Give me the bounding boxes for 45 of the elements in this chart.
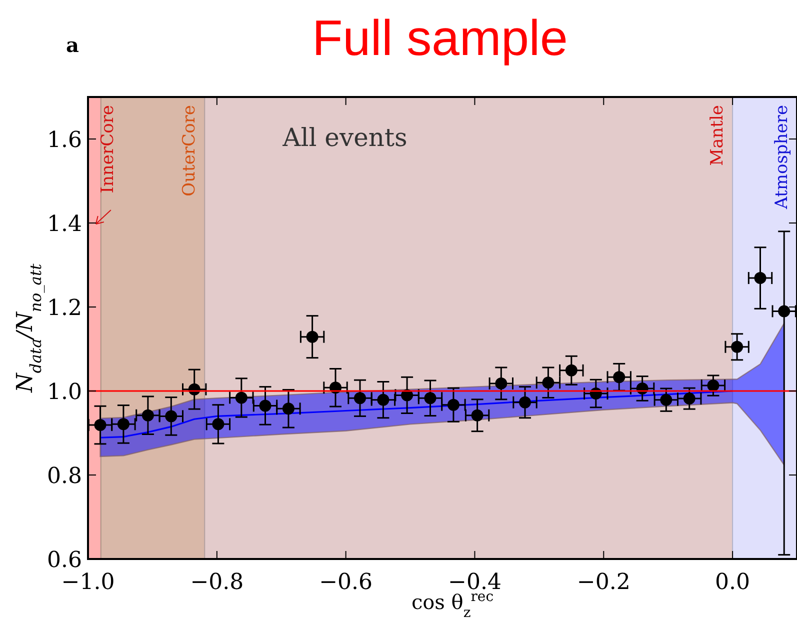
point [259, 400, 272, 412]
point [282, 402, 294, 415]
line-series [99, 390, 734, 438]
point [117, 418, 130, 430]
y-tick-label: 0.8 [47, 464, 82, 489]
point [142, 409, 154, 422]
x-tick-label: 0.0 [715, 570, 750, 595]
point [707, 380, 720, 392]
y-tick-label: 1.0 [47, 380, 82, 405]
point [778, 305, 790, 318]
y-tick-label: 1.6 [47, 128, 82, 153]
y-tick-label: 1.2 [47, 296, 82, 321]
x-tick-label: −0.6 [319, 570, 373, 595]
point [447, 398, 460, 411]
x-tick-label: −0.2 [576, 570, 630, 595]
point [354, 392, 366, 404]
point [519, 396, 531, 408]
band-label: Atmosphere [772, 105, 792, 210]
point [165, 410, 178, 422]
x-tick-label: −0.4 [448, 570, 502, 595]
point [754, 272, 766, 284]
point [613, 371, 626, 384]
chart-title: Full sample [312, 10, 568, 66]
point [660, 394, 672, 406]
point [471, 409, 484, 422]
x-tick-label: −1.0 [61, 570, 115, 595]
point [212, 418, 224, 430]
point [565, 364, 578, 376]
band-label: InnerCore [98, 105, 118, 194]
text: a [66, 33, 79, 57]
point [377, 394, 390, 406]
point [683, 392, 696, 405]
x-tick-label: −0.8 [190, 570, 244, 595]
point [542, 376, 554, 389]
point [495, 377, 508, 390]
band-label: Mantle [708, 105, 728, 166]
point [306, 330, 318, 343]
annotation: All events [282, 123, 408, 152]
point [424, 392, 436, 404]
point [235, 392, 248, 404]
y-tick-label: 1.4 [47, 212, 82, 237]
point [731, 340, 744, 353]
band-label: OuterCore [180, 105, 200, 196]
y-tick-label: 0.6 [47, 548, 82, 573]
point [94, 419, 106, 432]
